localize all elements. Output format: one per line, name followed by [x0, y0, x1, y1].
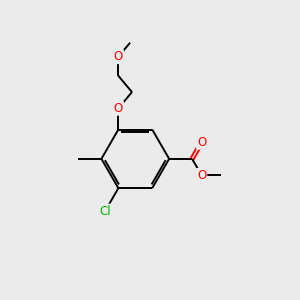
Text: Cl: Cl: [99, 205, 111, 218]
Text: O: O: [114, 102, 123, 115]
Text: O: O: [197, 136, 206, 149]
Text: O: O: [197, 169, 206, 182]
Text: O: O: [114, 50, 123, 63]
